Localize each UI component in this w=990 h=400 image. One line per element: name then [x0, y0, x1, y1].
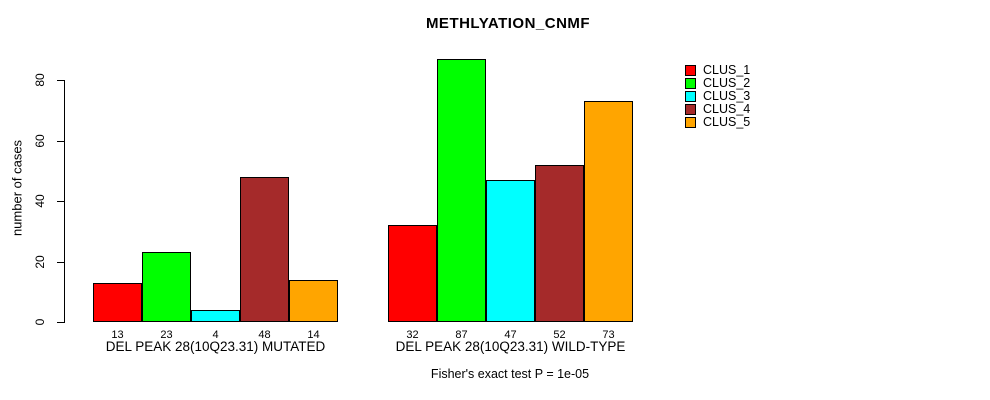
y-tick-label: 0: [33, 318, 47, 326]
y-tick-mark: [57, 261, 64, 263]
legend-swatch-clus_5: [685, 117, 696, 128]
legend-label-clus_3: CLUS_3: [703, 89, 751, 103]
bar-value-label: 73: [602, 329, 615, 341]
group-label-1: DEL PEAK 28(10Q23.31) MUTATED: [105, 339, 326, 354]
bar-clus_2-group2: [437, 58, 486, 322]
legend-swatch-clus_2: [685, 78, 696, 89]
annotation-text: Fisher's exact test P = 1e-05: [430, 367, 590, 381]
bar-clus_2-group1: [142, 252, 191, 322]
y-axis-line: [64, 80, 65, 323]
bar-value-label: 47: [504, 329, 517, 341]
legend-label-clus_1: CLUS_1: [703, 63, 751, 77]
bar-clus_1-group2: [388, 225, 437, 322]
bar-value-label: 32: [406, 329, 419, 341]
bar-value-label: 4: [212, 329, 219, 341]
legend-swatch-clus_3: [685, 91, 696, 102]
bar-clus_3-group1: [191, 309, 240, 322]
bar-clus_4-group1: [240, 176, 289, 322]
bar-value-label: 48: [258, 329, 271, 341]
bar-clus_5-group2: [584, 101, 633, 322]
bar-value-label: 87: [455, 329, 468, 341]
bar-value-label: 52: [553, 329, 566, 341]
chart-title: METHLYATION_CNMF: [425, 15, 591, 32]
y-axis-label: number of cases: [9, 139, 25, 237]
y-tick-label: 40: [33, 194, 47, 208]
y-tick-mark: [57, 80, 64, 81]
legend-swatch-clus_1: [685, 65, 696, 76]
bar-value-label: 23: [160, 329, 173, 341]
bar-clus_4-group2: [535, 164, 584, 322]
bar-clus_1-group1: [93, 282, 142, 322]
bar-clus_5-group1: [289, 279, 338, 322]
y-tick-mark: [57, 201, 64, 202]
bar-value-label: 13: [111, 329, 124, 341]
y-tick-label: 20: [33, 254, 47, 269]
y-tick-label: 60: [33, 133, 47, 148]
y-tick-label: 80: [33, 73, 47, 87]
y-tick-mark: [57, 322, 64, 323]
bar-value-label: 14: [307, 329, 320, 341]
legend-label-clus_4: CLUS_4: [703, 102, 751, 116]
y-tick-mark: [57, 140, 64, 142]
legend-label-clus_5: CLUS_5: [703, 115, 751, 129]
legend-label-clus_2: CLUS_2: [703, 76, 751, 90]
group-label-2: DEL PEAK 28(10Q23.31) WILD-TYPE: [395, 339, 626, 354]
bar-clus_3-group2: [486, 179, 535, 322]
legend-swatch-clus_4: [685, 104, 696, 115]
